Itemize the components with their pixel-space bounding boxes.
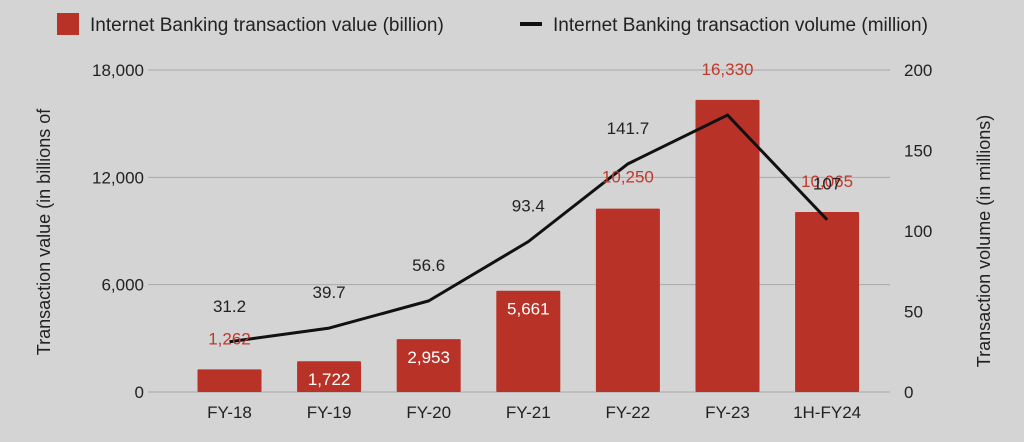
y-left-tick-label: 18,000 xyxy=(92,61,144,80)
y-right-tick-label: 100 xyxy=(904,222,932,241)
y-left-tick-label: 0 xyxy=(135,383,144,402)
y-right-tick-label: 0 xyxy=(904,383,913,402)
line-data-label: 107 xyxy=(813,175,841,194)
bar-data-label: 1,262 xyxy=(208,329,251,348)
bar-data-label: 1,722 xyxy=(308,370,351,389)
bar xyxy=(197,369,262,392)
x-tick-label: FY-23 xyxy=(705,403,750,422)
line-data-label: 56.6 xyxy=(412,256,445,275)
bar xyxy=(396,339,461,392)
y-right-tick-label: 200 xyxy=(904,61,932,80)
line-data-label: 93.4 xyxy=(512,197,545,216)
legend-label-volume: Internet Banking transaction volume (mil… xyxy=(553,15,928,36)
y-right-tick-label: 150 xyxy=(904,142,932,161)
bar xyxy=(297,361,362,392)
line-data-label: 31.2 xyxy=(213,297,246,316)
volume-line xyxy=(229,113,829,344)
bar xyxy=(795,211,860,392)
x-tick-label: 1H-FY24 xyxy=(793,403,861,422)
x-tick-label: FY-18 xyxy=(207,403,252,422)
bar-data-label: 10,250 xyxy=(602,168,654,187)
bar xyxy=(695,99,760,392)
bar xyxy=(496,290,561,392)
bar-data-label: 16,330 xyxy=(702,60,754,79)
bar-data-label: 10,065 xyxy=(801,172,853,191)
y-left-tick-label: 12,000 xyxy=(92,168,144,187)
line-data-label: 141.7 xyxy=(607,119,650,138)
y-right-axis-title: Transaction volume (in millions) xyxy=(974,115,994,367)
legend-label-value: Internet Banking transaction value (bill… xyxy=(90,15,444,36)
bar-data-label: 2,953 xyxy=(407,348,450,367)
bar xyxy=(595,208,660,392)
y-right-tick-label: 50 xyxy=(904,303,923,322)
x-tick-label: FY-22 xyxy=(606,403,651,422)
line-data-label: 39.7 xyxy=(313,283,346,302)
bar-data-label: 5,661 xyxy=(507,300,550,319)
legend-swatch-bar xyxy=(57,13,79,35)
x-tick-label: FY-20 xyxy=(406,403,451,422)
x-tick-label: FY-21 xyxy=(506,403,551,422)
y-left-axis-title: Transaction value (in billions of xyxy=(34,108,54,355)
x-tick-label: FY-19 xyxy=(307,403,352,422)
y-left-tick-label: 6,000 xyxy=(101,276,144,295)
